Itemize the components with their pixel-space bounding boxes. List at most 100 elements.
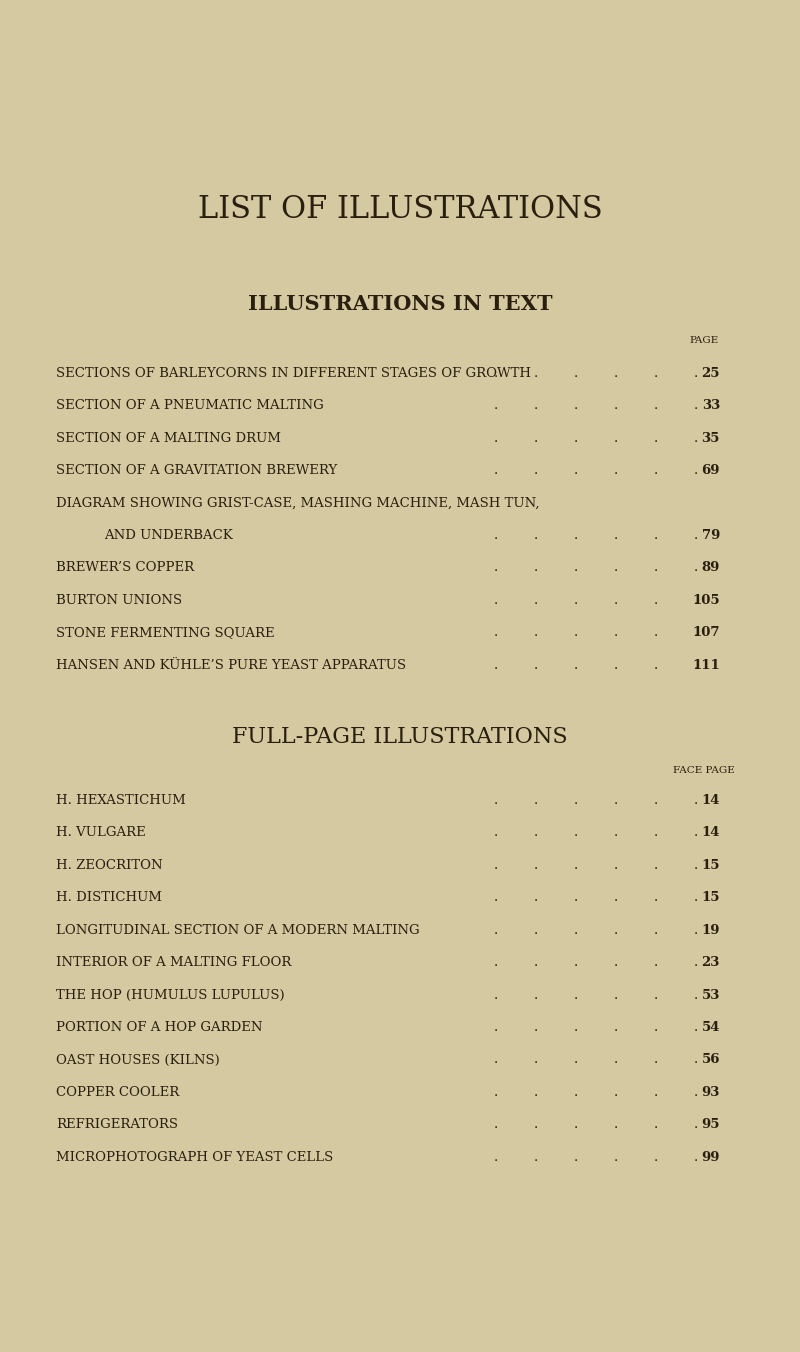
Text: .: . xyxy=(494,1086,498,1099)
Text: .: . xyxy=(654,658,658,672)
Text: .: . xyxy=(534,826,538,840)
Text: .: . xyxy=(534,561,538,575)
Text: .: . xyxy=(614,1053,618,1067)
Text: .: . xyxy=(614,956,618,969)
Text: BREWER’S COPPER: BREWER’S COPPER xyxy=(56,561,194,575)
Text: .: . xyxy=(534,956,538,969)
Text: .: . xyxy=(614,859,618,872)
Text: .: . xyxy=(494,826,498,840)
Text: .: . xyxy=(494,956,498,969)
Text: PAGE: PAGE xyxy=(690,337,718,345)
Text: .: . xyxy=(654,529,658,542)
Text: .: . xyxy=(534,626,538,639)
Text: .: . xyxy=(614,529,618,542)
Text: .: . xyxy=(534,366,538,380)
Text: .: . xyxy=(534,399,538,412)
Text: H. VULGARE: H. VULGARE xyxy=(56,826,146,840)
Text: .: . xyxy=(694,826,698,840)
Text: .: . xyxy=(494,859,498,872)
Text: .: . xyxy=(534,658,538,672)
Text: .: . xyxy=(574,561,578,575)
Text: .: . xyxy=(694,366,698,380)
Text: .: . xyxy=(694,794,698,807)
Text: .: . xyxy=(494,1151,498,1164)
Text: DIAGRAM SHOWING GRIST-CASE, MASHING MACHINE, MASH TUN,: DIAGRAM SHOWING GRIST-CASE, MASHING MACH… xyxy=(56,496,539,510)
Text: .: . xyxy=(694,891,698,904)
Text: .: . xyxy=(494,1118,498,1132)
Text: STONE FERMENTING SQUARE: STONE FERMENTING SQUARE xyxy=(56,626,274,639)
Text: .: . xyxy=(534,1118,538,1132)
Text: 54: 54 xyxy=(702,1021,720,1034)
Text: .: . xyxy=(654,988,658,1002)
Text: .: . xyxy=(614,988,618,1002)
Text: .: . xyxy=(574,988,578,1002)
Text: .: . xyxy=(494,891,498,904)
Text: SECTIONS OF BARLEYCORNS IN DIFFERENT STAGES OF GROWTH: SECTIONS OF BARLEYCORNS IN DIFFERENT STA… xyxy=(56,366,531,380)
Text: 95: 95 xyxy=(702,1118,720,1132)
Text: 14: 14 xyxy=(702,826,720,840)
Text: SECTION OF A PNEUMATIC MALTING: SECTION OF A PNEUMATIC MALTING xyxy=(56,399,324,412)
Text: MICROPHOTOGRAPH OF YEAST CELLS: MICROPHOTOGRAPH OF YEAST CELLS xyxy=(56,1151,334,1164)
Text: .: . xyxy=(694,529,698,542)
Text: 15: 15 xyxy=(702,891,720,904)
Text: .: . xyxy=(494,431,498,445)
Text: OAST HOUSES (KILNS): OAST HOUSES (KILNS) xyxy=(56,1053,220,1067)
Text: .: . xyxy=(574,431,578,445)
Text: .: . xyxy=(614,1086,618,1099)
Text: 69: 69 xyxy=(702,464,720,477)
Text: .: . xyxy=(614,561,618,575)
Text: .: . xyxy=(574,1053,578,1067)
Text: .: . xyxy=(494,923,498,937)
Text: .: . xyxy=(654,366,658,380)
Text: .: . xyxy=(494,464,498,477)
Text: H. ZEOCRITON: H. ZEOCRITON xyxy=(56,859,162,872)
Text: .: . xyxy=(654,1053,658,1067)
Text: .: . xyxy=(694,626,698,639)
Text: .: . xyxy=(494,561,498,575)
Text: 23: 23 xyxy=(702,956,720,969)
Text: .: . xyxy=(654,923,658,937)
Text: 53: 53 xyxy=(702,988,720,1002)
Text: .: . xyxy=(574,626,578,639)
Text: AND UNDERBACK: AND UNDERBACK xyxy=(104,529,233,542)
Text: .: . xyxy=(574,658,578,672)
Text: .: . xyxy=(494,399,498,412)
Text: FULL-PAGE ILLUSTRATIONS: FULL-PAGE ILLUSTRATIONS xyxy=(232,726,568,748)
Text: 14: 14 xyxy=(702,794,720,807)
Text: .: . xyxy=(614,923,618,937)
Text: .: . xyxy=(654,626,658,639)
Text: H. HEXASTICHUM: H. HEXASTICHUM xyxy=(56,794,186,807)
Text: .: . xyxy=(614,1118,618,1132)
Text: .: . xyxy=(654,594,658,607)
Text: .: . xyxy=(494,1021,498,1034)
Text: .: . xyxy=(534,464,538,477)
Text: .: . xyxy=(694,1053,698,1067)
Text: COPPER COOLER: COPPER COOLER xyxy=(56,1086,179,1099)
Text: .: . xyxy=(494,366,498,380)
Text: .: . xyxy=(654,464,658,477)
Text: .: . xyxy=(654,1086,658,1099)
Text: .: . xyxy=(534,923,538,937)
Text: .: . xyxy=(654,1151,658,1164)
Text: .: . xyxy=(694,1021,698,1034)
Text: .: . xyxy=(614,464,618,477)
Text: .: . xyxy=(614,794,618,807)
Text: .: . xyxy=(494,529,498,542)
Text: .: . xyxy=(694,1118,698,1132)
Text: .: . xyxy=(574,529,578,542)
Text: .: . xyxy=(574,956,578,969)
Text: .: . xyxy=(534,859,538,872)
Text: BURTON UNIONS: BURTON UNIONS xyxy=(56,594,182,607)
Text: .: . xyxy=(694,1086,698,1099)
Text: 99: 99 xyxy=(702,1151,720,1164)
Text: .: . xyxy=(694,988,698,1002)
Text: .: . xyxy=(534,529,538,542)
Text: 35: 35 xyxy=(702,431,720,445)
Text: FACE PAGE: FACE PAGE xyxy=(673,767,735,775)
Text: .: . xyxy=(494,1053,498,1067)
Text: 89: 89 xyxy=(702,561,720,575)
Text: H. DISTICHUM: H. DISTICHUM xyxy=(56,891,162,904)
Text: .: . xyxy=(654,794,658,807)
Text: .: . xyxy=(654,431,658,445)
Text: LIST OF ILLUSTRATIONS: LIST OF ILLUSTRATIONS xyxy=(198,195,602,224)
